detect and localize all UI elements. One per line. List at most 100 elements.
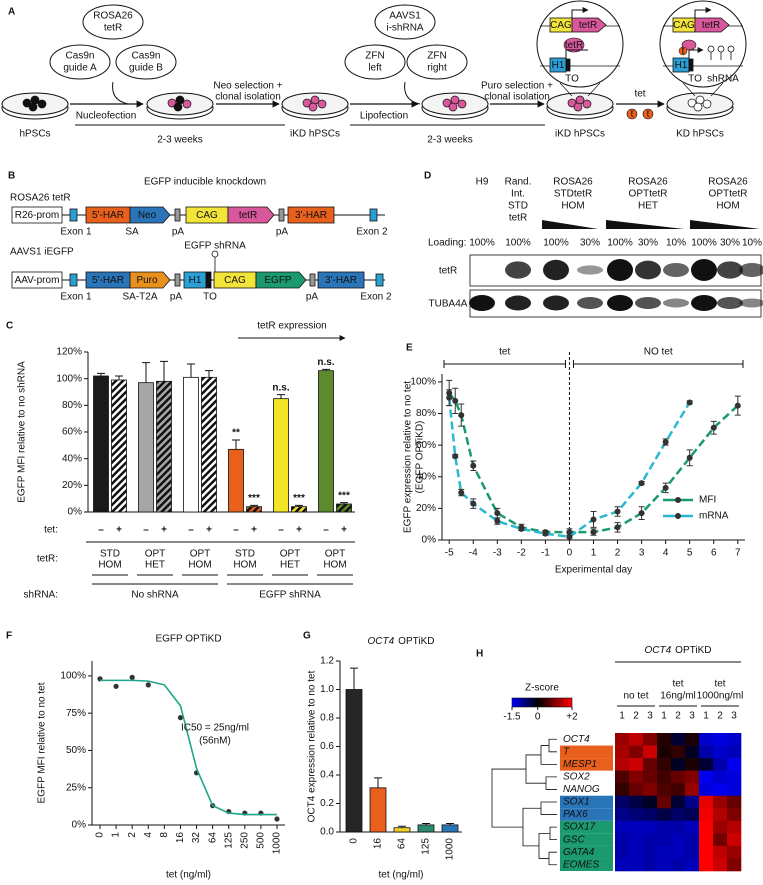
panel-title: EGFP inducible knockdown xyxy=(144,177,266,188)
x-tick-label: 4 xyxy=(663,548,669,559)
heat-cell xyxy=(713,858,728,872)
point xyxy=(614,524,621,531)
heat-cell xyxy=(699,745,714,759)
loading-wedge xyxy=(690,220,760,229)
dendrogram-branch xyxy=(549,826,557,841)
chart-title: EGFP OPTiKD xyxy=(155,634,221,645)
heat-cell xyxy=(713,783,728,797)
lane-group-label: STD xyxy=(508,201,528,212)
heat-cell xyxy=(615,833,630,847)
band xyxy=(635,297,661,309)
heat-cell xyxy=(713,820,728,834)
error-bar xyxy=(374,777,382,788)
bar xyxy=(393,827,411,833)
lane-group-label: Int. xyxy=(511,189,525,200)
panel-label: E xyxy=(406,343,413,354)
inset-connector xyxy=(587,82,601,97)
cell xyxy=(173,102,183,112)
heat-cell xyxy=(643,845,658,859)
heat-cell xyxy=(713,833,728,847)
tet-badge xyxy=(626,108,638,120)
gene-arrow xyxy=(694,17,730,33)
shrna-promoter-label: H1 xyxy=(552,60,565,71)
bar xyxy=(111,379,127,513)
point xyxy=(129,674,135,681)
inset-connector xyxy=(682,82,696,97)
tet-sign: – xyxy=(323,525,329,536)
blot-label: tetR xyxy=(439,266,457,277)
x-tick-label: 1000 xyxy=(445,838,456,861)
element-label: 5'-HAR xyxy=(92,275,124,286)
y-axis-label: (EGFP OPTiKD) xyxy=(415,421,426,494)
heat-cell xyxy=(685,770,700,784)
bar xyxy=(291,506,307,513)
arrow-label: tetR expression xyxy=(257,321,326,332)
cell-label: iKD hPSCs xyxy=(290,129,340,140)
heat-cell xyxy=(685,808,700,822)
significance: n.s. xyxy=(317,357,334,368)
error-bar xyxy=(277,394,285,399)
reagent xyxy=(406,44,468,80)
x-tick-label: 500 xyxy=(256,832,267,849)
reagent xyxy=(344,44,406,80)
tet-badge-label: t xyxy=(682,46,685,57)
x-tick-label: 16 xyxy=(373,838,384,850)
construct-name: ROSA26 tetR xyxy=(10,193,71,204)
heat-cell xyxy=(727,770,742,784)
row-label: PAX6 xyxy=(563,809,588,820)
significance: ** xyxy=(232,428,240,439)
band xyxy=(577,265,603,275)
heat-cell xyxy=(671,858,686,872)
cell xyxy=(693,102,703,112)
heat-cell xyxy=(657,733,672,746)
heat-cell xyxy=(685,820,700,834)
element-label: 3'-HAR xyxy=(325,275,357,286)
x-tick-label: 4 xyxy=(143,832,154,838)
x-tick-label: 3 xyxy=(639,548,645,559)
cell xyxy=(702,99,712,109)
row-label: GATA4 xyxy=(563,847,595,858)
column-label: 3 xyxy=(689,711,695,722)
panel-label: F xyxy=(6,631,12,642)
column-label: 1 xyxy=(661,711,667,722)
annotation: Exon 2 xyxy=(356,227,388,238)
lane-group-label: ROSA26 xyxy=(628,177,668,188)
row-highlight xyxy=(560,845,613,859)
heat-cell xyxy=(713,795,728,809)
band xyxy=(577,297,603,309)
heat-cell xyxy=(685,858,700,872)
row-label: SOX1 xyxy=(563,797,590,808)
tet-sign: + xyxy=(341,525,347,536)
element-label: R26-prom xyxy=(15,210,59,221)
row-label: tet: xyxy=(44,525,58,536)
y-tick-label: 100% xyxy=(410,377,436,388)
point xyxy=(274,816,280,822)
row-highlight xyxy=(560,833,613,846)
significance: *** xyxy=(248,493,260,504)
tet-badge xyxy=(678,46,688,56)
tet-sign: + xyxy=(251,525,257,536)
heat-cell xyxy=(685,845,700,859)
band xyxy=(691,259,717,281)
y-axis-label: OCT4 expression relative to no tet xyxy=(307,670,318,822)
title-part: OPTiKD xyxy=(398,636,434,647)
point xyxy=(494,510,501,517)
element xyxy=(11,271,63,289)
annotation: IC50 = 25ng/ml xyxy=(181,723,249,734)
heat-cell xyxy=(643,795,658,809)
legend-label: MFI xyxy=(699,495,716,506)
reagent xyxy=(49,44,111,80)
lane-group-label: ROSA26 xyxy=(708,177,748,188)
tet-sign: + xyxy=(206,525,212,536)
bar xyxy=(318,370,334,513)
x-tick-label: -2 xyxy=(517,548,526,559)
step-label: Nucleofection xyxy=(76,111,137,122)
transcription-arrow xyxy=(688,47,704,58)
heat-cell xyxy=(643,733,658,746)
merge-curve xyxy=(404,81,421,105)
phase-label: tet xyxy=(499,347,510,358)
band xyxy=(717,261,743,279)
step-label: Lipofection xyxy=(360,111,408,122)
tetr-label: OPT xyxy=(280,549,301,560)
band xyxy=(663,263,689,277)
